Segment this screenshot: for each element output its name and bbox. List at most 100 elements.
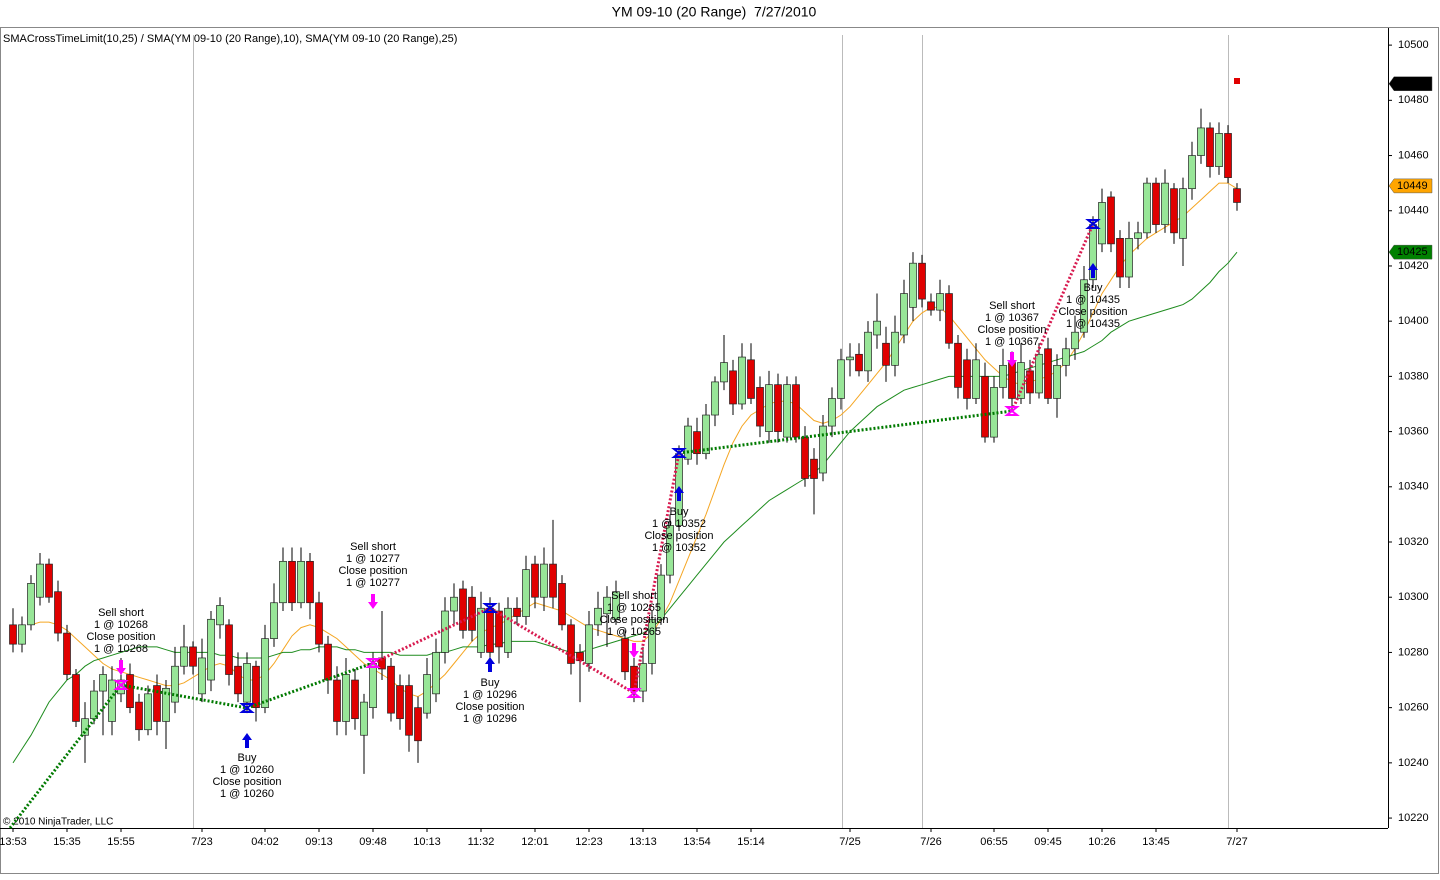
candle-body: [621, 638, 629, 673]
y-tick-label: 10460: [1398, 149, 1429, 161]
x-tick-label: 7/25: [839, 836, 860, 848]
trade-link: [372, 606, 491, 665]
trade-marker: [482, 603, 498, 613]
chart-title: YM 09-10 (20 Range) 7/27/2010: [612, 4, 817, 20]
candle-body: [324, 643, 332, 681]
candle-body: [1233, 188, 1241, 203]
candle-body: [909, 262, 917, 308]
y-tick-label: 10480: [1398, 94, 1429, 106]
candle-body: [945, 293, 953, 344]
trade-label: 1 @ 10435: [1066, 294, 1120, 306]
x-tick-label: 15:14: [737, 836, 765, 848]
candle-body: [1116, 238, 1124, 278]
price-marker: [1388, 244, 1433, 260]
candle-body: [612, 591, 620, 620]
candle-body: [162, 687, 170, 722]
trade-arrow: [485, 657, 495, 672]
trade-marker: [671, 448, 687, 458]
candle-body: [1098, 202, 1106, 245]
candle-body: [1053, 364, 1061, 399]
candle-body: [846, 356, 854, 361]
x-tick-label: 7/27: [1226, 836, 1247, 848]
trade-label: 1 @ 10260: [220, 764, 274, 776]
frame: [0, 27, 1439, 874]
candle-body: [450, 596, 458, 612]
candle-body: [639, 663, 647, 692]
y-tick-label: 10340: [1398, 481, 1429, 493]
candle-body: [1224, 133, 1232, 178]
candle-body: [918, 262, 926, 300]
candle-body: [36, 563, 44, 598]
candle-body: [1170, 188, 1178, 234]
price-marker: [1388, 178, 1433, 194]
candle-body: [774, 384, 782, 432]
candle-body: [594, 607, 602, 626]
candle-body: [405, 685, 413, 736]
candle-body: [1026, 370, 1034, 394]
price-marker-label: 10486: [1397, 78, 1428, 90]
candle-body: [1062, 348, 1070, 366]
trade-link: [120, 683, 248, 710]
candle-body: [495, 610, 503, 648]
candle-body: [765, 384, 773, 432]
candle-body: [360, 701, 368, 736]
trade-label: Close position: [338, 565, 407, 577]
candle-body: [747, 359, 755, 399]
candle-body: [81, 718, 89, 736]
candle-body: [54, 591, 62, 634]
candle-body: [585, 624, 593, 664]
candle-body: [1008, 362, 1016, 399]
candle-body: [315, 602, 323, 645]
candle-body: [792, 384, 800, 438]
trade-label: Buy: [238, 752, 257, 764]
price-marker-label: 10449: [1397, 180, 1428, 192]
trade-marker: [1004, 406, 1020, 416]
candle-body: [936, 293, 944, 311]
trade-label: 1 @ 10265: [607, 626, 661, 638]
trade-label: 1 @ 10268: [94, 643, 148, 655]
trade-label: 1 @ 10268: [94, 619, 148, 631]
y-tick-label: 10220: [1398, 812, 1429, 824]
candle-body: [855, 353, 863, 372]
candle-body: [981, 376, 989, 438]
candle-body: [126, 674, 134, 708]
trade-marker: [1085, 219, 1101, 229]
candle-body: [1035, 353, 1043, 394]
candle-body: [522, 569, 530, 617]
candle-body: [729, 370, 737, 405]
x-tick-label: 13:45: [1142, 836, 1170, 848]
candle-body: [414, 707, 422, 742]
trade-arrow: [242, 733, 252, 748]
y-tick-label: 10400: [1398, 315, 1429, 327]
candle-body: [819, 425, 827, 474]
candle-body: [882, 342, 890, 366]
trade-label: 1 @ 10296: [463, 713, 517, 725]
trade-label: 1 @ 10296: [463, 689, 517, 701]
candle-body: [900, 293, 908, 336]
candle-body: [702, 414, 710, 455]
candle-body: [243, 663, 251, 703]
x-tick-label: 15:35: [53, 836, 81, 848]
trade-label: 1 @ 10367: [985, 336, 1039, 348]
candle-body: [720, 362, 728, 383]
candle-body: [387, 665, 395, 714]
candle-body: [72, 674, 80, 722]
y-tick-label: 10300: [1398, 591, 1429, 603]
trade-arrow: [1007, 352, 1017, 367]
trade-label: 1 @ 10260: [220, 788, 274, 800]
trade-label: Close position: [599, 614, 668, 626]
candle-body: [216, 605, 224, 626]
trade-marker: [113, 680, 129, 690]
candle-body: [90, 690, 98, 720]
candle-body: [711, 381, 719, 416]
candle-body: [9, 624, 17, 645]
candle-body: [891, 331, 899, 366]
trade-arrow: [629, 643, 639, 658]
candle-body: [954, 342, 962, 388]
trade-label: Close position: [1058, 306, 1127, 318]
trade-link: [1010, 223, 1095, 412]
x-tick-label: 09:13: [305, 836, 333, 848]
candle-body: [1071, 331, 1079, 350]
candle-body: [225, 624, 233, 675]
